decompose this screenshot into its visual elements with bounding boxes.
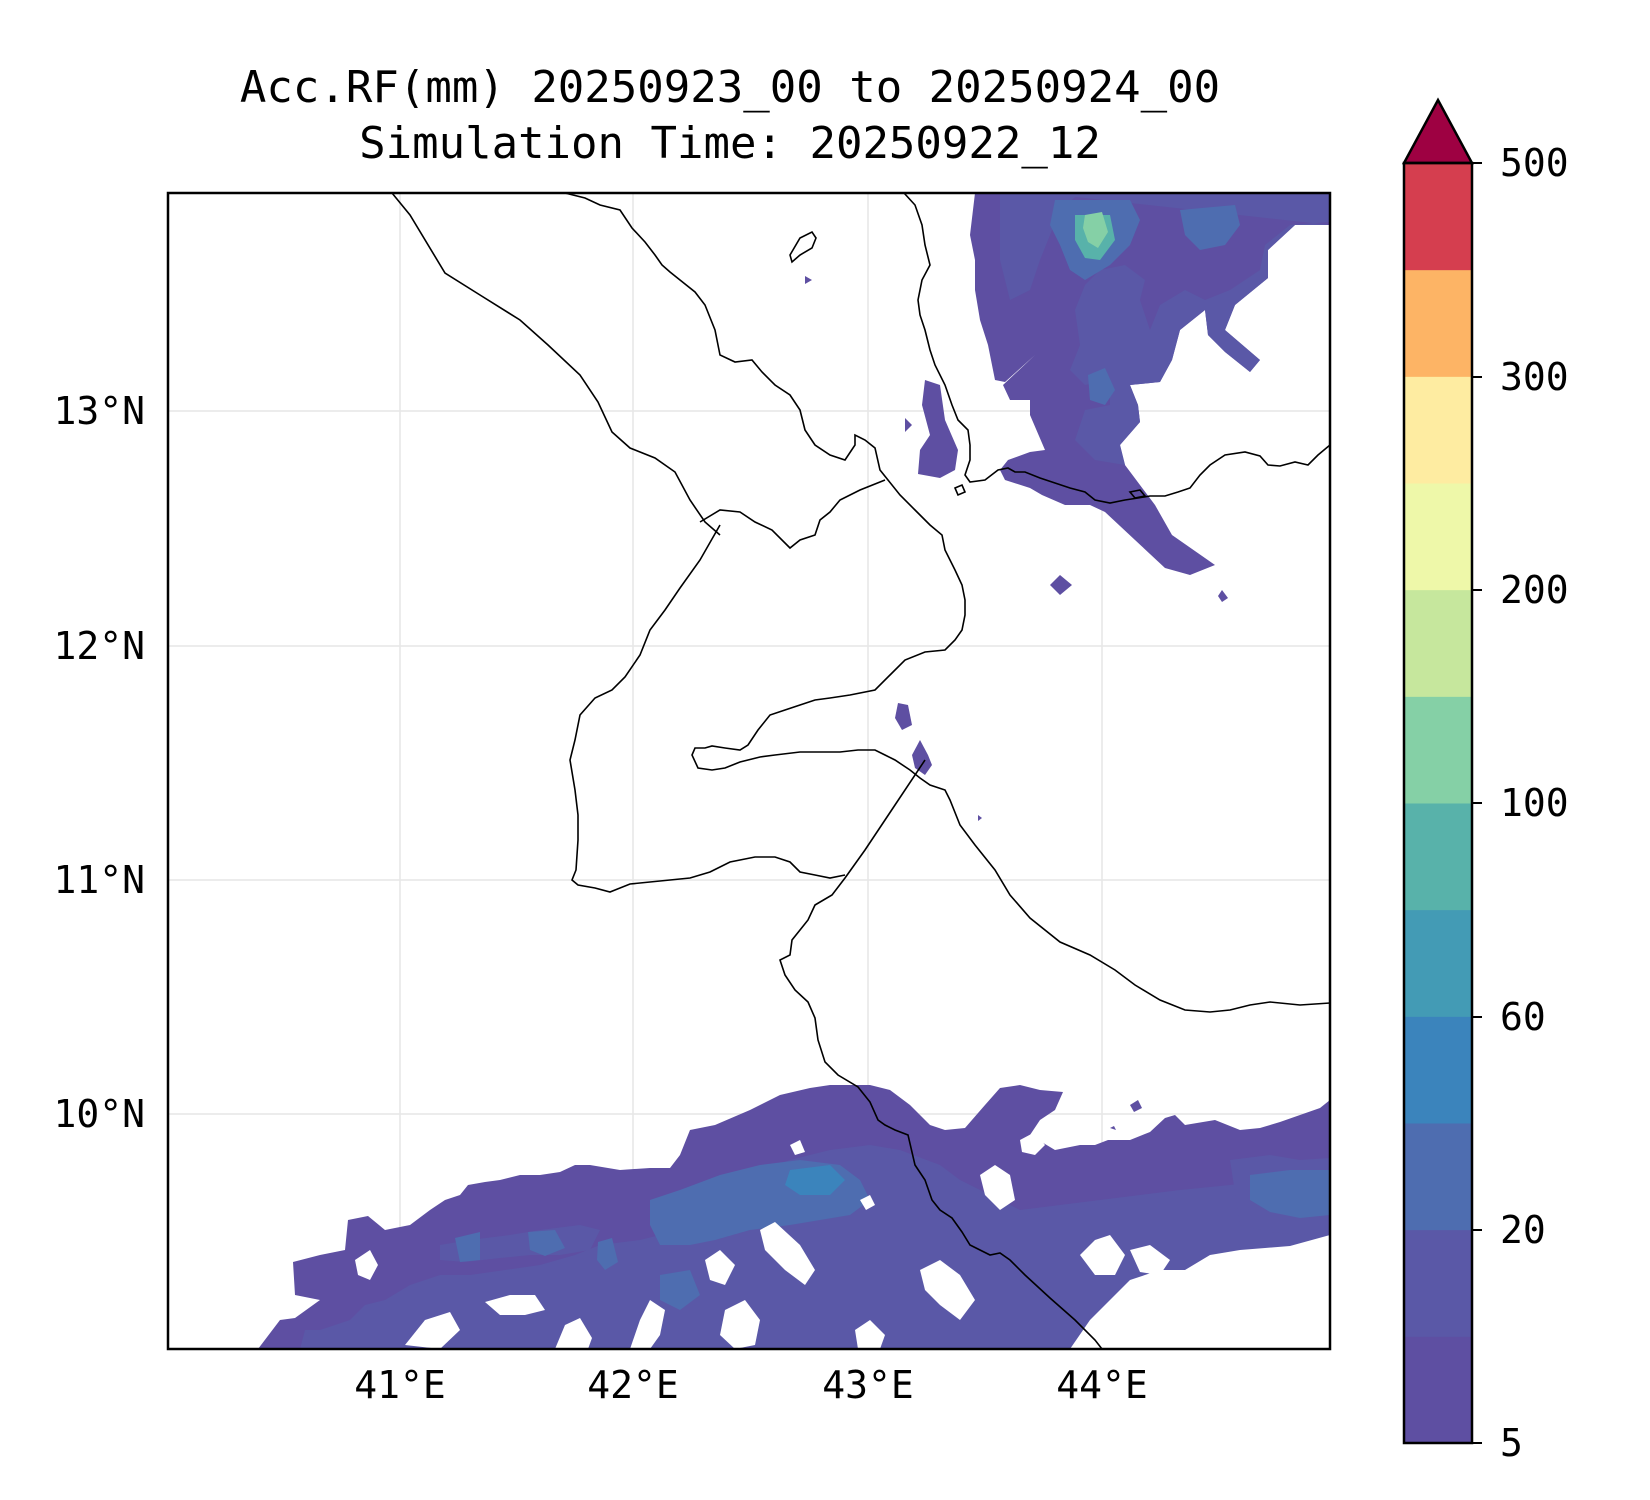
lon-label-41: 41°E <box>354 1363 446 1407</box>
lat-label-10: 10°N <box>53 1092 145 1136</box>
colorbar-label-300: 300 <box>1500 355 1569 399</box>
colorbar: 5 20 60 100 200 300 500 <box>1401 97 1569 1465</box>
colorbar-segment <box>1404 1123 1472 1231</box>
coastline-island-2 <box>953 483 967 497</box>
lon-label-44: 44°E <box>1056 1363 1148 1407</box>
colorbar-segment <box>1404 1016 1472 1124</box>
colorbar-label-20: 20 <box>1500 1208 1546 1252</box>
colorbar-segment <box>1404 803 1472 911</box>
coastline-island-1 <box>789 230 817 264</box>
colorbar-segment <box>1404 376 1472 484</box>
colorbar-segment <box>1404 1336 1472 1444</box>
colorbar-segment <box>1404 483 1472 591</box>
lat-label-11: 11°N <box>53 858 145 902</box>
coastline-island-3 <box>1128 489 1147 499</box>
border-djibouti-somalia <box>779 759 1103 1349</box>
colorbar-segment <box>1404 163 1472 271</box>
rainfall-south-region <box>258 1085 1330 1349</box>
coastlines-borders <box>391 193 1330 1349</box>
colorbar-label-5: 5 <box>1500 1421 1523 1465</box>
title-line-1: Acc.RF(mm) 20250923_00 to 20250924_00 <box>239 62 1221 113</box>
lon-label-42: 42°E <box>587 1363 679 1407</box>
map-title: Acc.RF(mm) 20250923_00 to 20250924_00 Si… <box>0 60 1460 172</box>
map-frame <box>166 191 1332 1351</box>
rainfall-north-region <box>805 193 1330 821</box>
border-ethiopia-djibouti <box>569 524 846 893</box>
lat-labels: 13°N 12°N 11°N 10°N <box>53 389 145 1136</box>
title-line-2: Simulation Time: 20250922_12 <box>359 118 1101 169</box>
colorbar-tick-labels: 5 20 60 100 200 300 500 <box>1500 141 1569 1465</box>
colorbar-ticks <box>1472 162 1482 1444</box>
colorbar-segments <box>1404 163 1472 1444</box>
coastline-djibouti-gulf <box>699 479 886 550</box>
lon-labels: 41°E 42°E 43°E 44°E <box>354 1363 1148 1407</box>
lon-label-43: 43°E <box>822 1363 914 1407</box>
colorbar-segment <box>1404 269 1472 377</box>
colorbar-segment <box>1404 589 1472 697</box>
coastline-eritrea <box>564 193 1330 1013</box>
colorbar-segment <box>1404 909 1472 1017</box>
colorbar-label-60: 60 <box>1500 995 1546 1039</box>
colorbar-label-500: 500 <box>1500 141 1569 185</box>
coastline-north-east <box>903 193 1330 504</box>
colorbar-label-200: 200 <box>1500 568 1569 612</box>
lat-label-13: 13°N <box>53 389 145 433</box>
coastline-west-red-sea <box>391 193 721 536</box>
colorbar-segment <box>1404 1229 1472 1337</box>
lat-label-12: 12°N <box>53 624 145 668</box>
colorbar-extend-arrow <box>1401 97 1475 165</box>
colorbar-label-100: 100 <box>1500 781 1569 825</box>
colorbar-segment <box>1404 696 1472 804</box>
